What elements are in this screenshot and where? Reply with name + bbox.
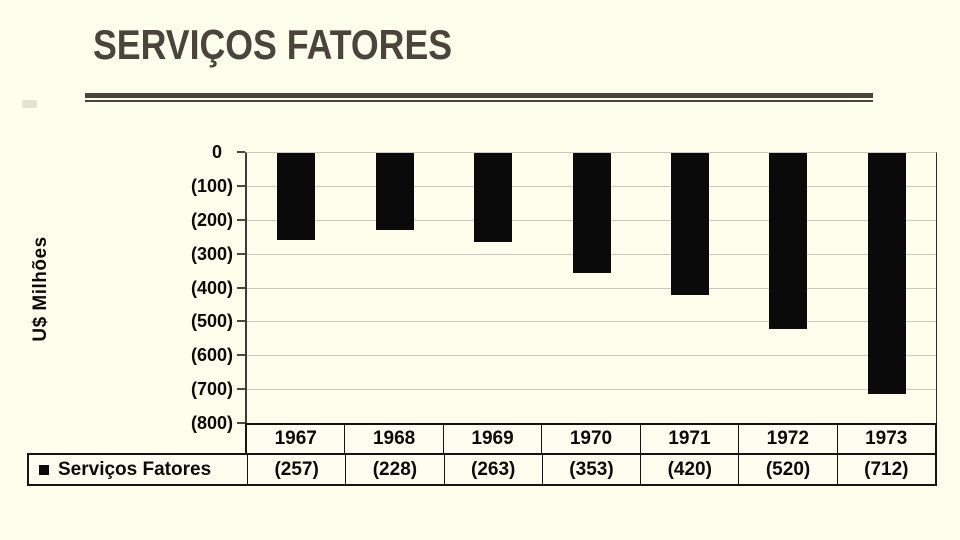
bar-1967 (277, 153, 315, 240)
value-cell-1970: (353) (541, 455, 640, 484)
bar-1968 (376, 153, 414, 230)
y-tick-mark (237, 388, 245, 391)
y-tick-mark (237, 151, 245, 153)
bar-1969 (474, 153, 512, 242)
y-axis-labels: 0 (100) (200) (300) (400) (500) (600) (700) (800… (100, 142, 233, 442)
value-cell-1973: (712) (836, 455, 935, 484)
y-tick-mark (237, 354, 245, 357)
y-axis-title: U$ Milhões (30, 236, 51, 342)
ghost-bullet (22, 100, 37, 108)
year-cell: 1973 (836, 425, 935, 453)
year-cell: 1969 (442, 425, 541, 453)
value-cell-1971: (420) (640, 455, 738, 484)
y-tick-label: (700) (190, 379, 233, 400)
y-tick-label: 0 (211, 142, 222, 162)
legend-label: Serviços Fatores (58, 458, 212, 480)
y-tick-mark (237, 286, 245, 289)
x-axis-year-table: 1967 1968 1969 1970 1971 1972 1973 (245, 423, 937, 455)
bar-1973 (868, 153, 906, 394)
y-tick-label: (300) (190, 243, 233, 264)
y-tick-label: (800) (190, 413, 233, 433)
y-tick-label: (400) (190, 277, 233, 298)
legend-marker-icon (39, 464, 49, 475)
y-tick-mark (237, 218, 245, 221)
slide-title: SERVIÇOS FATORES (93, 21, 453, 68)
y-tick-mark (237, 184, 245, 187)
bar-1970 (573, 153, 611, 273)
gridline (247, 389, 936, 391)
y-tick-label: (100) (190, 175, 233, 196)
y-tick-mark (237, 252, 245, 255)
title-underline-thick (85, 93, 873, 98)
gridline (247, 321, 936, 323)
plot-area (245, 152, 937, 424)
y-tick-label: (200) (190, 209, 233, 230)
year-cell: 1972 (738, 425, 836, 453)
title-underline-thin (85, 100, 873, 102)
gridline (247, 287, 936, 289)
year-cell: 1968 (344, 425, 442, 453)
value-cell-1969: (263) (443, 455, 542, 484)
value-cell-1967: (257) (247, 455, 345, 484)
bar-1971 (671, 153, 709, 295)
y-tick-label: (500) (190, 311, 233, 332)
bar-1972 (769, 153, 807, 329)
year-cell: 1971 (639, 425, 738, 453)
legend-cell: Serviços Fatores (29, 455, 247, 484)
gridline (247, 355, 936, 357)
year-cell: 1970 (541, 425, 639, 453)
value-cell-1968: (228) (345, 455, 443, 484)
value-cell-1972: (520) (738, 455, 836, 484)
y-tick-mark (237, 422, 245, 424)
y-tick-label: (600) (190, 345, 233, 366)
legend-values-table: Serviços Fatores (257) (228) (263) (353) (42… (27, 453, 937, 486)
y-tick-mark (237, 320, 245, 323)
year-cell: 1967 (274, 428, 317, 449)
